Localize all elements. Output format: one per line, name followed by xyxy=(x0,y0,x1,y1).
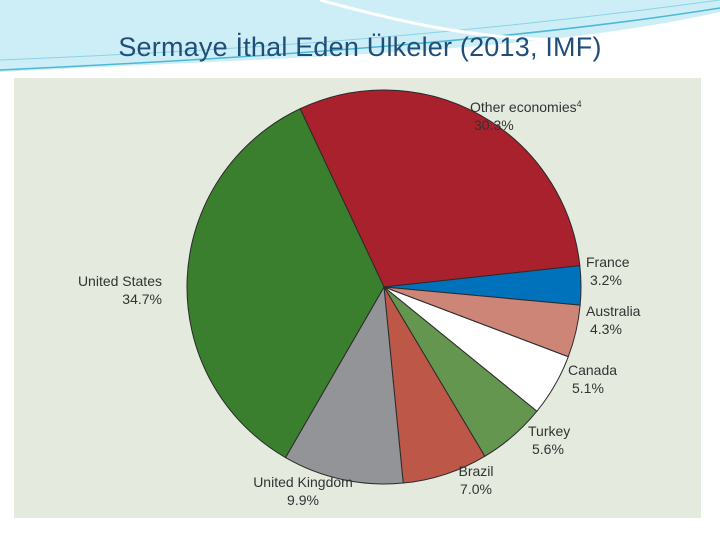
pie-slice-other-economies xyxy=(299,89,581,288)
pie-slices xyxy=(186,89,582,485)
slice-label-australia: Australia xyxy=(586,303,641,319)
chart-panel: Other economies4 30.3% France 3.2% Australia… xyxy=(14,78,701,518)
slice-value-turkey: 5.6% xyxy=(532,441,564,457)
header-swoosh-line xyxy=(319,0,561,42)
slice-footnote-marker: 4 xyxy=(577,99,582,109)
header-swoosh-line xyxy=(0,7,720,71)
slice-label-turkey: Turkey xyxy=(528,423,570,439)
slice-label-brazil: Brazil xyxy=(458,463,493,479)
slice-value-other-economies: 30.3% xyxy=(474,117,514,133)
slice-value-united-states: 34.7% xyxy=(122,291,162,307)
pie-chart: Other economies4 30.3% France 3.2% Australia… xyxy=(78,89,641,508)
slice-label-united-kingdom: United Kingdom xyxy=(253,474,353,490)
slice-value-united-kingdom: 9.9% xyxy=(287,492,319,508)
slice-value-australia: 4.3% xyxy=(590,321,622,337)
slice-label-united-states: United States xyxy=(78,273,162,289)
header-swoosh-line xyxy=(0,0,720,61)
slice-label-other-economies: Other economies4 xyxy=(470,99,582,115)
slice-label-canada: Canada xyxy=(568,362,617,378)
slide-title: Sermaye İthal Eden Ülkeler (2013, IMF) xyxy=(118,32,602,62)
header-swoosh xyxy=(0,0,720,72)
slice-value-france: 3.2% xyxy=(590,272,622,288)
pie-labels: Other economies4 30.3% France 3.2% Australia… xyxy=(78,99,641,508)
pie-slice-united-kingdom xyxy=(284,286,404,485)
slice-value-canada: 5.1% xyxy=(572,380,604,396)
slice-label-france: France xyxy=(586,254,630,270)
slice-value-brazil: 7.0% xyxy=(460,481,492,497)
pie-slice-united-states xyxy=(186,108,385,459)
